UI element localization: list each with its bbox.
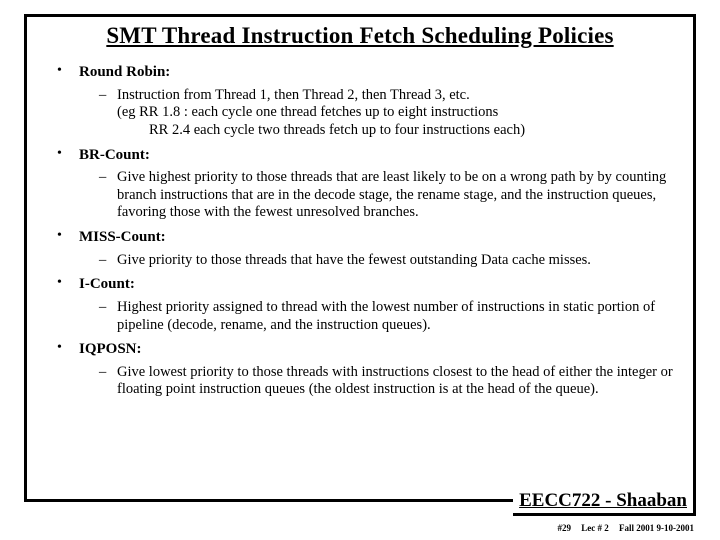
policy-heading: IQPOSN: bbox=[79, 340, 675, 360]
footer-slide-number: #29 bbox=[558, 523, 572, 533]
policy-sub-list: Give priority to those threads that have… bbox=[79, 252, 675, 270]
policy-desc-line: Highest priority assigned to thread with… bbox=[99, 299, 675, 334]
policy-sub-list: Give lowest priority to those threads wi… bbox=[79, 364, 675, 399]
policy-list: Round Robin: Instruction from Thread 1, … bbox=[45, 63, 675, 399]
policy-sub-list: Give highest priority to those threads t… bbox=[79, 169, 675, 222]
footer-lecture-number: Lec # 2 bbox=[581, 523, 609, 533]
policy-sub-list: Highest priority assigned to thread with… bbox=[79, 299, 675, 334]
policy-desc-line: Instruction from Thread 1, then Thread 2… bbox=[99, 87, 675, 105]
footer-course-box: EECC722 - Shaaban bbox=[513, 489, 696, 516]
policy-heading: Round Robin: bbox=[79, 63, 675, 83]
policy-iqposn: IQPOSN: Give lowest priority to those th… bbox=[55, 340, 675, 399]
footer-term: Fall 2001 9-10-2001 bbox=[619, 523, 694, 533]
policy-desc-line: RR 2.4 each cycle two threads fetch up t… bbox=[99, 122, 675, 140]
policy-br-count: BR-Count: Give highest priority to those… bbox=[55, 146, 675, 223]
policy-i-count: I-Count: Highest priority assigned to th… bbox=[55, 275, 675, 334]
slide-frame: SMT Thread Instruction Fetch Scheduling … bbox=[24, 14, 696, 502]
policy-sub-list: Instruction from Thread 1, then Thread 2… bbox=[79, 87, 675, 140]
policy-desc-line: Give highest priority to those threads t… bbox=[99, 169, 675, 222]
policy-heading: MISS-Count: bbox=[79, 228, 675, 248]
policy-heading: I-Count: bbox=[79, 275, 675, 295]
policy-miss-count: MISS-Count: Give priority to those threa… bbox=[55, 228, 675, 269]
policy-desc-line: Give priority to those threads that have… bbox=[99, 252, 675, 270]
footer-meta: #29 Lec # 2 Fall 2001 9-10-2001 bbox=[550, 523, 695, 533]
policy-round-robin: Round Robin: Instruction from Thread 1, … bbox=[55, 63, 675, 140]
footer-course-label: EECC722 - Shaaban bbox=[519, 490, 687, 511]
slide-title: SMT Thread Instruction Fetch Scheduling … bbox=[45, 23, 675, 49]
policy-heading: BR-Count: bbox=[79, 146, 675, 166]
policy-desc-line: (eg RR 1.8 : each cycle one thread fetch… bbox=[99, 104, 675, 122]
policy-desc-line: Give lowest priority to those threads wi… bbox=[99, 364, 675, 399]
